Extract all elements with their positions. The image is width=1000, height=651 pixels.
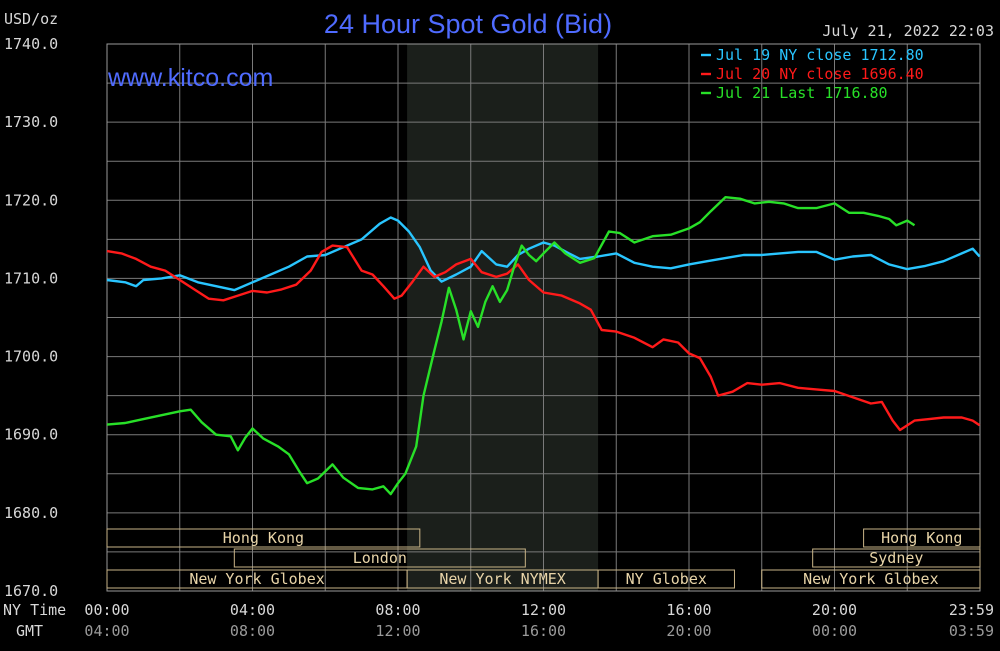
ny-time-tick: 04:00 [230,601,275,619]
ny-time-tick: 23:59 [949,601,994,619]
session-bar: Sydney [812,548,981,568]
legend: Jul 19 NY close 1712.80 Jul 20 NY close … [701,46,924,102]
y-tick-label: 1730.0 [4,113,58,131]
legend-item-jul21: Jul 21 Last 1716.80 [716,84,888,102]
y-tick-label: 1680.0 [4,504,58,522]
gmt-time-tick: 20:00 [666,622,711,640]
ny-time-tick: 20:00 [812,601,857,619]
session-bar-frame [106,528,421,548]
y-tick-label: 1700.0 [4,348,58,366]
series-line-1 [106,244,981,432]
y-axis-ticks: 1670.0 1680.0 1690.0 1700.0 1710.0 1720.0 1730… [4,35,58,600]
y-tick-label: 1720.0 [4,191,58,209]
gmt-time-tick: 16:00 [521,622,566,640]
grid-lines [106,43,981,592]
gmt-time-tick: 04:00 [84,622,129,640]
session-bars: Hong Kong Hong Kong London Sydney New York G… [106,528,981,589]
session-bar-frame [233,548,526,568]
session-label: New York Globex [803,570,938,588]
ny-time-tick: 00:00 [84,601,129,619]
series-line-2 [106,196,916,496]
ny-time-tick: 16:00 [666,601,711,619]
session-label: Hong Kong [223,529,304,547]
session-bar: Hong Kong [863,528,981,548]
session-label: London [353,549,407,567]
session-bar-frame [863,528,981,548]
session-bar: London [233,548,526,568]
series-lines [106,196,981,496]
session-label: NY Globex [626,570,707,588]
unit-label: USD/oz [4,10,58,28]
session-bar-frame [761,569,981,589]
gmt-time-tick: 08:00 [230,622,275,640]
session-bar-frame [812,548,981,568]
gmt-time-tick: 12:00 [375,622,420,640]
gmt-time-tick: 03:59 [949,622,994,640]
legend-item-jul20: Jul 20 NY close 1696.40 [716,65,924,83]
ny-time-label: NY Time [3,601,66,619]
y-tick-label: 1690.0 [4,426,58,444]
y-tick-label: 1710.0 [4,269,58,287]
x-axis-ticks: 00:00 04:00 04:00 08:00 08:00 12:00 12:00 16:00… [84,601,994,640]
ny-time-tick: 08:00 [375,601,420,619]
session-bar-frame [597,569,735,589]
legend-item-jul19: Jul 19 NY close 1712.80 [716,46,924,64]
website-watermark[interactable]: www.kitco.com [107,64,273,92]
timestamp: July 21, 2022 22:03 [822,22,994,40]
session-label: New York NYMEX [439,570,565,588]
session-bar: NY Globex [597,569,735,589]
chart-title: 24 Hour Spot Gold (Bid) [324,9,612,39]
gmt-time-tick: 00:00 [812,622,857,640]
ny-time-tick: 12:00 [521,601,566,619]
y-tick-label: 1670.0 [4,582,58,600]
session-label: Hong Kong [881,529,962,547]
session-bar: New York Globex [761,569,981,589]
session-label: New York Globex [189,570,324,588]
session-bar: Hong Kong [106,528,421,548]
gmt-label: GMT [16,622,43,640]
session-label: Sydney [869,549,923,567]
plot-frame [106,43,981,592]
y-tick-label: 1740.0 [4,35,58,53]
